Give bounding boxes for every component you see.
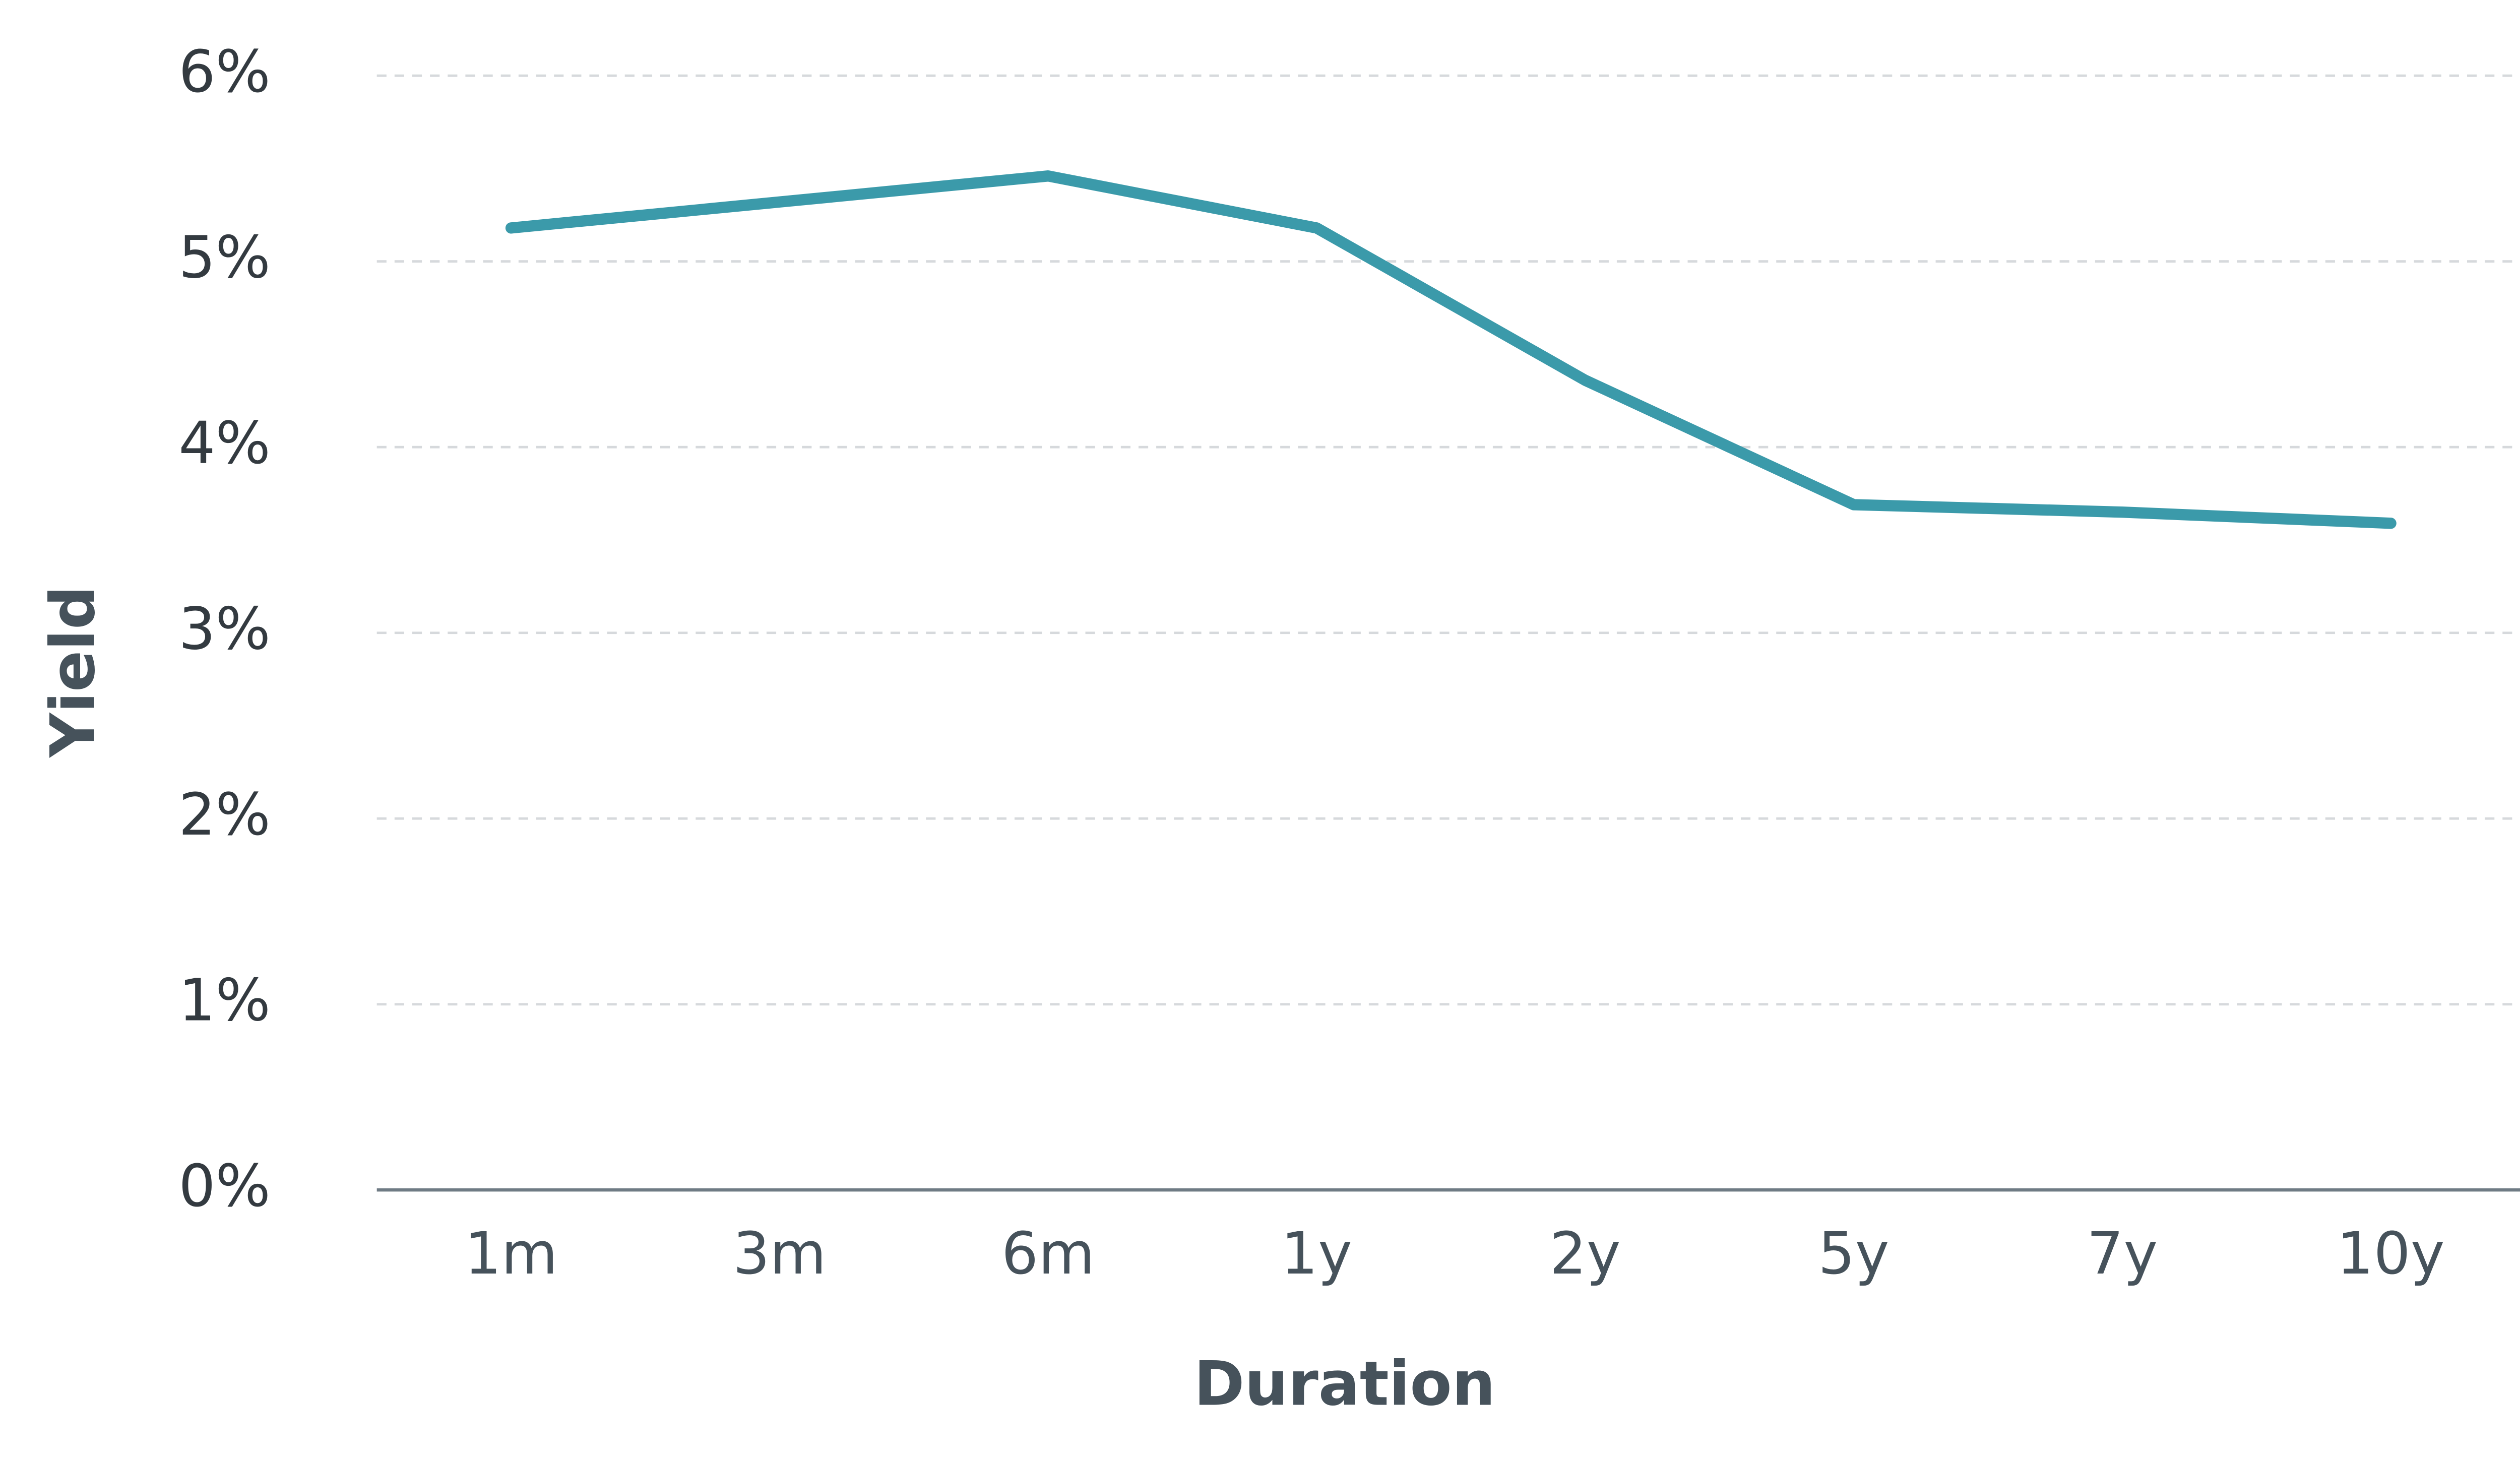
y-tick-label: 4% bbox=[178, 410, 270, 477]
x-tick-label: 3m bbox=[733, 1220, 826, 1288]
x-tick-label: 10y bbox=[2337, 1220, 2444, 1288]
y-tick-label: 0% bbox=[178, 1153, 270, 1220]
x-axis-title: Duration bbox=[1194, 1348, 1496, 1419]
y-axis-title: Yield bbox=[37, 586, 109, 758]
x-tick-label: 1y bbox=[1281, 1220, 1352, 1288]
y-tick-label: 5% bbox=[178, 224, 270, 291]
data-line bbox=[505, 170, 2397, 529]
y-tick-label: 6% bbox=[178, 38, 270, 106]
x-tick-label: 5y bbox=[1818, 1220, 1889, 1288]
y-tick-label: 2% bbox=[178, 781, 270, 849]
x-tick-label: 7y bbox=[2087, 1220, 2158, 1288]
y-tick-label: 3% bbox=[178, 595, 270, 663]
x-tick-label: 1m bbox=[464, 1220, 557, 1288]
x-tick-label: 6m bbox=[1001, 1220, 1095, 1288]
x-tick-label: 2y bbox=[1550, 1220, 1621, 1288]
y-tick-label: 1% bbox=[178, 967, 270, 1034]
